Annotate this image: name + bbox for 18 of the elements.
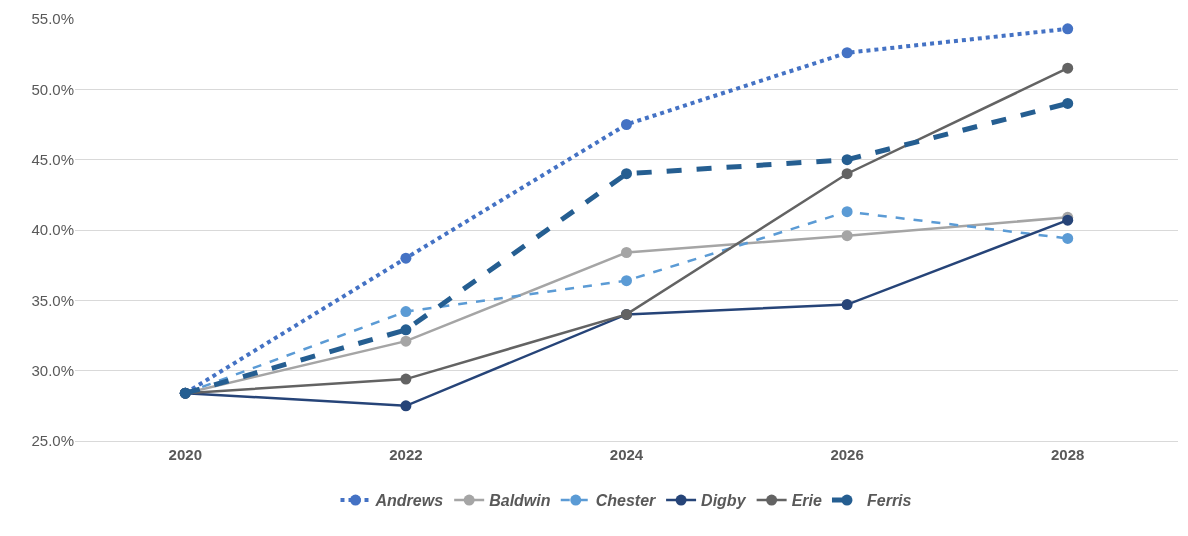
x-tick-label: 2022 <box>389 446 423 463</box>
y-tick-label: 55.0% <box>31 10 74 28</box>
legend-label: Baldwin <box>489 492 551 510</box>
x-tick-label: 2024 <box>609 446 644 463</box>
y-tick-label: 45.0% <box>31 150 74 168</box>
x-tick-label: 2026 <box>830 446 864 463</box>
y-tick-label: 25.0% <box>31 432 74 450</box>
x-tick-label: 2020 <box>168 446 202 463</box>
legend-label: Erie <box>791 492 822 510</box>
legend-label: Andrews <box>374 492 444 510</box>
y-tick-label: 40.0% <box>31 221 74 239</box>
legend-label: Chester <box>595 492 657 510</box>
x-tick-label: 2028 <box>1051 446 1085 463</box>
legend-label: Digby <box>701 492 747 510</box>
y-tick-label: 35.0% <box>31 291 74 309</box>
y-tick-label: 30.0% <box>31 361 74 379</box>
legend-label: Ferris <box>866 492 912 510</box>
y-tick-label: 50.0% <box>31 80 74 98</box>
